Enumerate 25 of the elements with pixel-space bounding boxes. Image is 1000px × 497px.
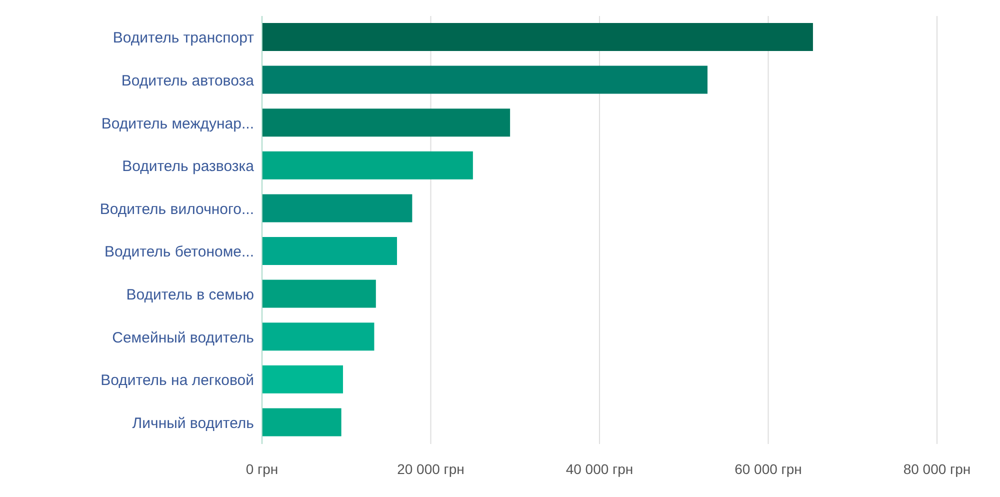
y-tick-label: Водитель автовоза	[121, 72, 255, 90]
y-tick-label: Водитель на легковой	[100, 372, 254, 390]
x-tick-label: 40 000 грн	[566, 460, 634, 477]
bar	[262, 151, 473, 180]
bar	[262, 237, 397, 265]
y-tick-label: Водитель в семью	[126, 286, 254, 304]
x-tick-label: 60 000 грн	[734, 460, 802, 477]
y-tick-label: Личный водитель	[132, 414, 254, 432]
y-tick-label: Водитель вилочного...	[100, 200, 254, 218]
y-tick-label: Водитель бетономе...	[104, 244, 254, 261]
y-tick-label: Водитель междунар...	[101, 115, 254, 132]
bar	[262, 66, 708, 94]
y-tick-label: Семейный водитель	[112, 329, 254, 346]
bar	[262, 23, 813, 51]
bar	[262, 365, 343, 394]
bar	[262, 280, 376, 308]
bar	[262, 408, 342, 436]
x-tick-label: 0 грн	[246, 460, 278, 477]
x-tick-label: 20 000 грн	[397, 460, 464, 477]
y-tick-label: Водитель развозка	[122, 158, 255, 176]
bar	[262, 108, 510, 137]
x-tick-label: 80 000 грн	[903, 460, 971, 477]
y-tick-label: Водитель транспорт	[112, 30, 254, 47]
bar	[262, 194, 412, 222]
bar	[262, 322, 374, 351]
